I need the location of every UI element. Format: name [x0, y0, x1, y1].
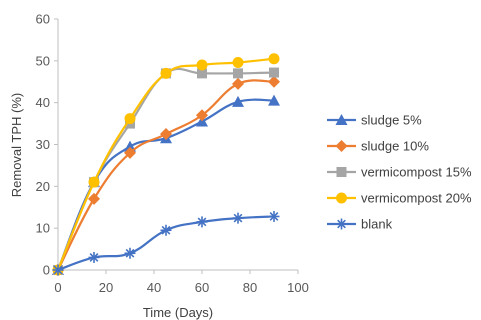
legend-item: blank: [327, 217, 393, 232]
x-tick-label: 20: [99, 280, 113, 295]
data-point: [52, 264, 64, 276]
legend-label: blank: [361, 217, 393, 232]
legend-marker: [336, 192, 347, 204]
data-point: [124, 247, 136, 259]
data-point: [124, 140, 136, 152]
legend-marker: [335, 140, 348, 152]
data-point: [232, 57, 244, 69]
legend-item: vermicompost 20%: [327, 191, 472, 206]
data-point: [232, 77, 244, 90]
data-point: [268, 210, 280, 222]
series-blank: [52, 210, 280, 276]
legend-marker: [335, 114, 348, 125]
x-tick-label: 60: [195, 280, 209, 295]
x-tick-label: 80: [243, 280, 257, 295]
data-point: [232, 95, 244, 107]
data-point: [196, 109, 208, 122]
y-tick-label: 40: [36, 95, 50, 110]
series-sludge-5-: [52, 94, 280, 275]
legend-item: vermicompost 15%: [327, 165, 472, 180]
data-point: [268, 75, 280, 88]
data-point: [88, 192, 100, 205]
legend-item: sludge 5%: [327, 113, 422, 128]
data-point: [197, 68, 207, 79]
y-axis-label: Removal TPH (%): [9, 93, 24, 198]
y-tick-label: 0: [43, 263, 50, 278]
data-point: [88, 176, 100, 188]
data-point: [124, 113, 136, 125]
y-tick-label: 20: [36, 179, 50, 194]
y-tick-label: 10: [36, 221, 50, 236]
series-line: [56, 67, 275, 271]
series-sludge-10-: [52, 75, 280, 276]
legend-marker: [336, 167, 347, 177]
series-vermicompost-15-: [53, 67, 279, 275]
series-line: [57, 215, 275, 272]
series-vermicompost-20-: [52, 53, 280, 276]
data-point: [268, 53, 280, 65]
data-point: [232, 212, 244, 224]
data-point: [160, 67, 172, 79]
legend-label: sludge 5%: [361, 113, 422, 128]
legend-label: vermicompost 20%: [361, 191, 472, 206]
series-line: [56, 57, 275, 271]
chart-legend: sludge 5% sludge 10% vermicompost 15% vermi…: [327, 113, 472, 232]
data-point: [196, 59, 208, 71]
x-tick-label: 0: [54, 280, 61, 295]
data-point: [269, 67, 279, 78]
legend-label: sludge 10%: [361, 139, 429, 154]
data-point: [196, 216, 208, 228]
series-line: [57, 79, 275, 271]
x-axis-label: Time (Days): [143, 305, 213, 320]
data-point: [88, 251, 100, 263]
data-point: [124, 146, 136, 159]
data-point: [233, 68, 243, 79]
y-tick-label: 50: [36, 53, 50, 68]
data-point: [160, 128, 172, 141]
legend-label: vermicompost 15%: [361, 165, 472, 180]
legend-marker: [336, 218, 347, 230]
x-tick-label: 40: [147, 280, 161, 295]
legend-item: sludge 10%: [327, 139, 429, 154]
chart-series: [52, 53, 280, 276]
y-tick-label: 30: [36, 137, 50, 152]
y-tick-label: 60: [36, 12, 50, 27]
chart-axes: 0 10 20 30 40 50 60 0 20 40 60 80 100: [36, 12, 309, 296]
data-point: [268, 94, 280, 106]
data-point: [160, 224, 172, 236]
x-tick-label: 100: [287, 280, 309, 295]
